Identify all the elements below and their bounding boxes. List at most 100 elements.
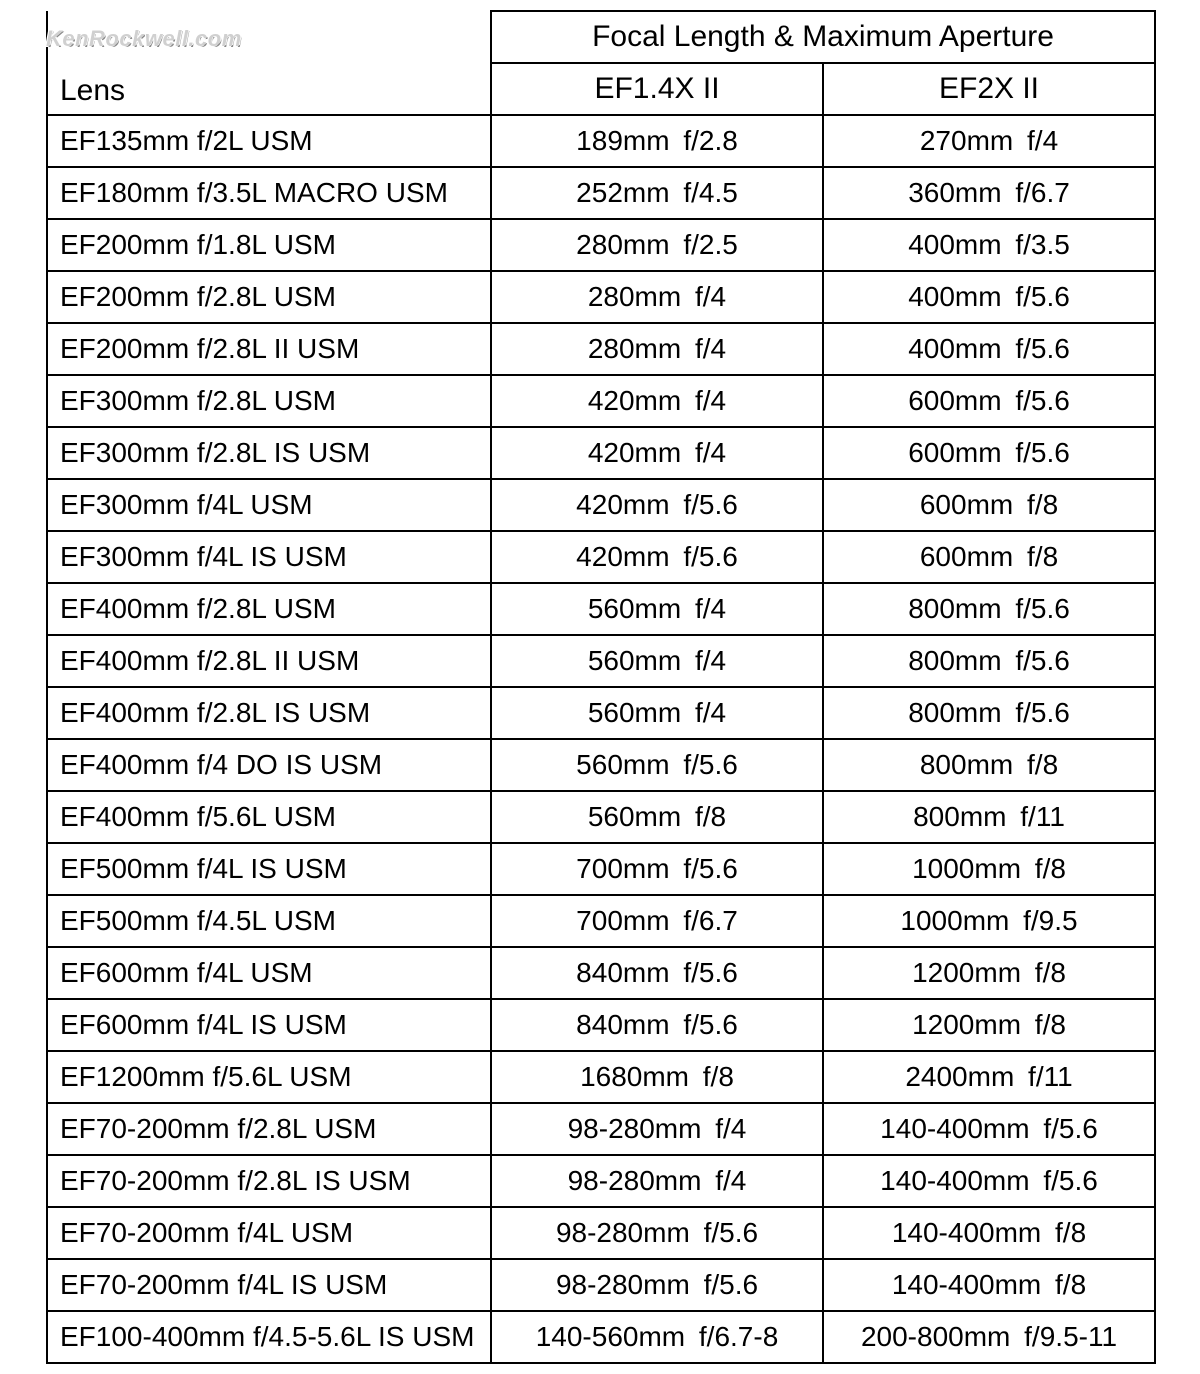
- focal-length: 1200mm: [912, 1011, 1021, 1039]
- focal-length: 700mm: [576, 855, 669, 883]
- ext-2x-cell: 1200mm f/8: [823, 947, 1155, 999]
- focal-length: 800mm: [920, 751, 1013, 779]
- ext-2x-cell: 400mm f/5.6: [823, 271, 1155, 323]
- aperture: f/2.5: [683, 231, 737, 259]
- aperture: f/6.7: [1015, 179, 1069, 207]
- ext-1-4x-cell: 252mm f/4.5: [491, 167, 823, 219]
- aperture: f/5.6: [1043, 1167, 1097, 1195]
- aperture: f/5.6: [704, 1219, 758, 1247]
- focal-length: 400mm: [908, 335, 1001, 363]
- aperture: f/8: [1027, 751, 1058, 779]
- focal-length: 800mm: [913, 803, 1006, 831]
- focal-length: 140-400mm: [880, 1115, 1029, 1143]
- focal-length: 1000mm: [912, 855, 1021, 883]
- focal-length: 700mm: [576, 907, 669, 935]
- ext-1-4x-cell: 560mm f/5.6: [491, 739, 823, 791]
- focal-length: 280mm: [576, 231, 669, 259]
- focal-length: 1000mm: [900, 907, 1009, 935]
- ext-2x-cell: 800mm f/8: [823, 739, 1155, 791]
- focal-length: 400mm: [908, 231, 1001, 259]
- table-row: EF400mm f/5.6L USM560mm f/8800mm f/11: [47, 791, 1155, 843]
- aperture: f/4: [695, 387, 726, 415]
- table-row: EF100-400mm f/4.5-5.6L IS USM140-560mm f…: [47, 1311, 1155, 1363]
- ext-1-4x-cell: 420mm f/4: [491, 375, 823, 427]
- header-row-1: Lens Focal Length & Maximum Aperture: [47, 11, 1155, 63]
- ext-2x-cell: 400mm f/5.6: [823, 323, 1155, 375]
- focal-length: 600mm: [920, 543, 1013, 571]
- aperture: f/8: [1027, 543, 1058, 571]
- focal-length: 600mm: [920, 491, 1013, 519]
- aperture: f/11: [1020, 803, 1065, 831]
- table-row: EF300mm f/2.8L IS USM420mm f/4600mm f/5.…: [47, 427, 1155, 479]
- table-row: EF300mm f/4L USM420mm f/5.6600mm f/8: [47, 479, 1155, 531]
- ext-2x-cell: 800mm f/5.6: [823, 687, 1155, 739]
- lens-cell: EF400mm f/2.8L USM: [47, 583, 491, 635]
- ext-1-4x-cell: 98-280mm f/5.6: [491, 1207, 823, 1259]
- ext-1-4x-cell: 280mm f/4: [491, 271, 823, 323]
- ext-2x-cell: 600mm f/5.6: [823, 375, 1155, 427]
- focal-length: 98-280mm: [568, 1167, 702, 1195]
- ext-1-4x-cell: 280mm f/4: [491, 323, 823, 375]
- aperture: f/6.7-8: [699, 1323, 778, 1351]
- aperture: f/8: [703, 1063, 734, 1091]
- ext-1-4x-cell: 420mm f/5.6: [491, 479, 823, 531]
- lens-cell: EF400mm f/5.6L USM: [47, 791, 491, 843]
- lens-cell: EF400mm f/2.8L IS USM: [47, 687, 491, 739]
- focal-length: 600mm: [908, 439, 1001, 467]
- table-row: EF400mm f/4 DO IS USM560mm f/5.6800mm f/…: [47, 739, 1155, 791]
- ext-2x-cell: 800mm f/5.6: [823, 583, 1155, 635]
- table-row: EF600mm f/4L IS USM840mm f/5.61200mm f/8: [47, 999, 1155, 1051]
- header-ext-1-4x: EF1.4X II: [491, 63, 823, 115]
- ext-1-4x-cell: 140-560mm f/6.7-8: [491, 1311, 823, 1363]
- ext-2x-cell: 140-400mm f/5.6: [823, 1155, 1155, 1207]
- focal-length: 98-280mm: [556, 1271, 690, 1299]
- aperture: f/4: [695, 647, 726, 675]
- ext-1-4x-cell: 840mm f/5.6: [491, 999, 823, 1051]
- aperture: f/4: [695, 595, 726, 623]
- aperture: f/5.6: [683, 491, 737, 519]
- lens-cell: EF600mm f/4L IS USM: [47, 999, 491, 1051]
- focal-length: 560mm: [588, 699, 681, 727]
- table-row: EF135mm f/2L USM189mm f/2.8270mm f/4: [47, 115, 1155, 167]
- focal-length: 98-280mm: [556, 1219, 690, 1247]
- aperture: f/4: [695, 439, 726, 467]
- aperture: f/2.8: [683, 127, 737, 155]
- focal-length: 800mm: [908, 699, 1001, 727]
- ext-2x-cell: 140-400mm f/5.6: [823, 1103, 1155, 1155]
- header-focal: Focal Length & Maximum Aperture: [491, 11, 1155, 63]
- ext-1-4x-cell: 280mm f/2.5: [491, 219, 823, 271]
- table-row: EF70-200mm f/2.8L USM98-280mm f/4140-400…: [47, 1103, 1155, 1155]
- ext-1-4x-cell: 98-280mm f/5.6: [491, 1259, 823, 1311]
- aperture: f/8: [1035, 855, 1066, 883]
- aperture: f/5.6: [683, 1011, 737, 1039]
- table-row: EF400mm f/2.8L USM560mm f/4800mm f/5.6: [47, 583, 1155, 635]
- aperture: f/4: [695, 335, 726, 363]
- focal-length: 280mm: [588, 335, 681, 363]
- ext-1-4x-cell: 560mm f/4: [491, 687, 823, 739]
- aperture: f/8: [695, 803, 726, 831]
- aperture: f/5.6: [1015, 647, 1069, 675]
- ext-1-4x-cell: 98-280mm f/4: [491, 1103, 823, 1155]
- aperture: f/5.6: [1015, 595, 1069, 623]
- aperture: f/5.6: [683, 959, 737, 987]
- focal-length: 420mm: [576, 543, 669, 571]
- focal-length: 840mm: [576, 1011, 669, 1039]
- focal-length: 140-400mm: [892, 1271, 1041, 1299]
- focal-length: 189mm: [576, 127, 669, 155]
- aperture: f/5.6: [683, 751, 737, 779]
- focal-length: 560mm: [588, 803, 681, 831]
- aperture: f/9.5-11: [1024, 1323, 1117, 1351]
- aperture: f/4: [695, 699, 726, 727]
- table-row: EF70-200mm f/4L IS USM98-280mm f/5.6140-…: [47, 1259, 1155, 1311]
- focal-length: 800mm: [908, 647, 1001, 675]
- ext-1-4x-cell: 700mm f/5.6: [491, 843, 823, 895]
- focal-length: 420mm: [588, 387, 681, 415]
- aperture: f/5.6: [683, 543, 737, 571]
- aperture: f/8: [1035, 1011, 1066, 1039]
- focal-length: 840mm: [576, 959, 669, 987]
- table-row: EF200mm f/1.8L USM280mm f/2.5400mm f/3.5: [47, 219, 1155, 271]
- ext-2x-cell: 200-800mm f/9.5-11: [823, 1311, 1155, 1363]
- table-row: EF300mm f/4L IS USM420mm f/5.6600mm f/8: [47, 531, 1155, 583]
- ext-1-4x-cell: 560mm f/8: [491, 791, 823, 843]
- aperture: f/4.5: [683, 179, 737, 207]
